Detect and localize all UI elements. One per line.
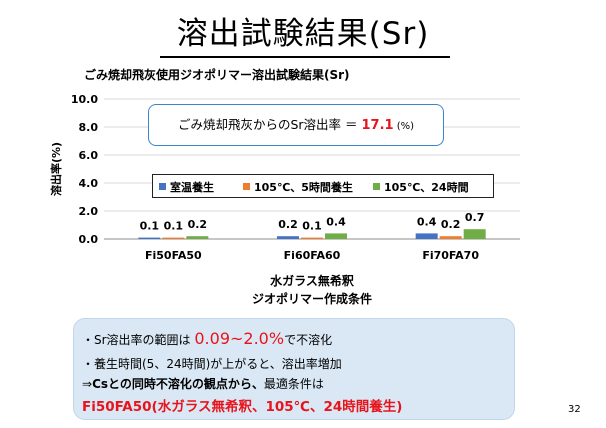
x-tick-label: Fi60FA60 (284, 249, 341, 262)
y-tick-label: 8.0 (79, 121, 99, 134)
x-axis-label: 水ガラス無希釈 (270, 273, 355, 288)
legend-item-room-temp: 室温養生 (159, 179, 214, 195)
y-tick-label: 0.0 (79, 233, 99, 246)
bar (277, 236, 299, 239)
title-underline (160, 56, 450, 58)
legend-label: 105℃、5時間養生 (254, 181, 353, 194)
data-label: 0.1 (302, 220, 322, 233)
note-line-curing: ・養生時間(5、24時間)が上がると、溶出率増加 (82, 357, 342, 371)
y-tick-label: 10.0 (71, 93, 98, 106)
data-label: 0.1 (164, 220, 184, 233)
y-tick-label: 4.0 (79, 177, 99, 190)
bar (415, 233, 438, 239)
x-tick-label: Fi70FA70 (422, 249, 479, 262)
legend-swatch-blue (159, 183, 166, 190)
legend-label: 105℃、24時間 (384, 181, 469, 194)
legend-item-105-5h: 105℃、5時間養生 (243, 179, 353, 195)
note-highlight: 0.09~2.0% (194, 329, 285, 348)
bar-chart: 0.0 2.0 4.0 6.0 8.0 10.0 溶出率(%) 0.1 0.1 0.2 Fi50FA… (49, 93, 520, 306)
slide-title: 溶出試験結果(Sr) (176, 16, 430, 52)
callout-value: 17.1 (361, 118, 394, 133)
note-line-optimal: ⇒Csとの同時不溶化の観点から、最適条件は (82, 375, 324, 392)
conclusion-notes: ・Sr溶出率の範囲は 0.09~2.0%で不溶化 ・養生時間(5、24時間)が上… (73, 318, 515, 420)
legend-item-105-24h: 105℃、24時間 (373, 179, 469, 195)
bar (439, 236, 462, 239)
bar (301, 237, 323, 239)
data-label: 0.4 (417, 215, 437, 228)
callout-text: ごみ焼却飛灰からのSr溶出率 ＝ (177, 117, 362, 132)
note-text: 最適条件は (263, 377, 324, 391)
note-text: で不溶化 (284, 333, 333, 347)
x-tick-label: Fi50FA50 (145, 249, 202, 262)
leach-rate-callout: ごみ焼却飛灰からのSr溶出率 ＝ 17.1 (%) (148, 104, 444, 146)
y-tick-label: 2.0 (79, 205, 99, 218)
bar (463, 229, 486, 239)
data-label: 0.2 (441, 218, 461, 231)
note-text: ・Sr溶出率の範囲は (82, 333, 195, 347)
page-number: 32 (568, 404, 581, 415)
legend-swatch-green (373, 183, 380, 190)
data-label: 0.1 (140, 220, 160, 233)
callout-unit: (%) (393, 121, 415, 132)
chart-legend: 室温養生 105℃、5時間養生 105℃、24時間 (152, 174, 494, 198)
x-axis-label: ジオポリマー作成条件 (252, 291, 372, 306)
note-text: ⇒ (82, 377, 93, 391)
chart-title: ごみ焼却飛灰使用ジオポリマー溶出試験結果(Sr) (84, 68, 350, 82)
bar (325, 233, 347, 239)
legend-swatch-orange (243, 183, 250, 190)
bar (186, 236, 209, 239)
legend-label: 室温養生 (170, 181, 214, 194)
data-label: 0.4 (326, 215, 346, 228)
y-axis-label: 溶出率(%) (49, 142, 63, 196)
data-label: 0.7 (465, 211, 485, 224)
bar (162, 237, 185, 239)
y-tick-label: 6.0 (79, 149, 99, 162)
note-line-condition: Fi50FA50(水ガラス無希釈、105℃、24時間養生) (82, 399, 403, 415)
note-bold: Csとの同時不溶化の観点から、 (92, 377, 264, 391)
note-line-range: ・Sr溶出率の範囲は 0.09~2.0%で不溶化 (82, 329, 332, 348)
data-label: 0.2 (188, 218, 208, 231)
data-label: 0.2 (278, 218, 298, 231)
bar (138, 237, 161, 239)
